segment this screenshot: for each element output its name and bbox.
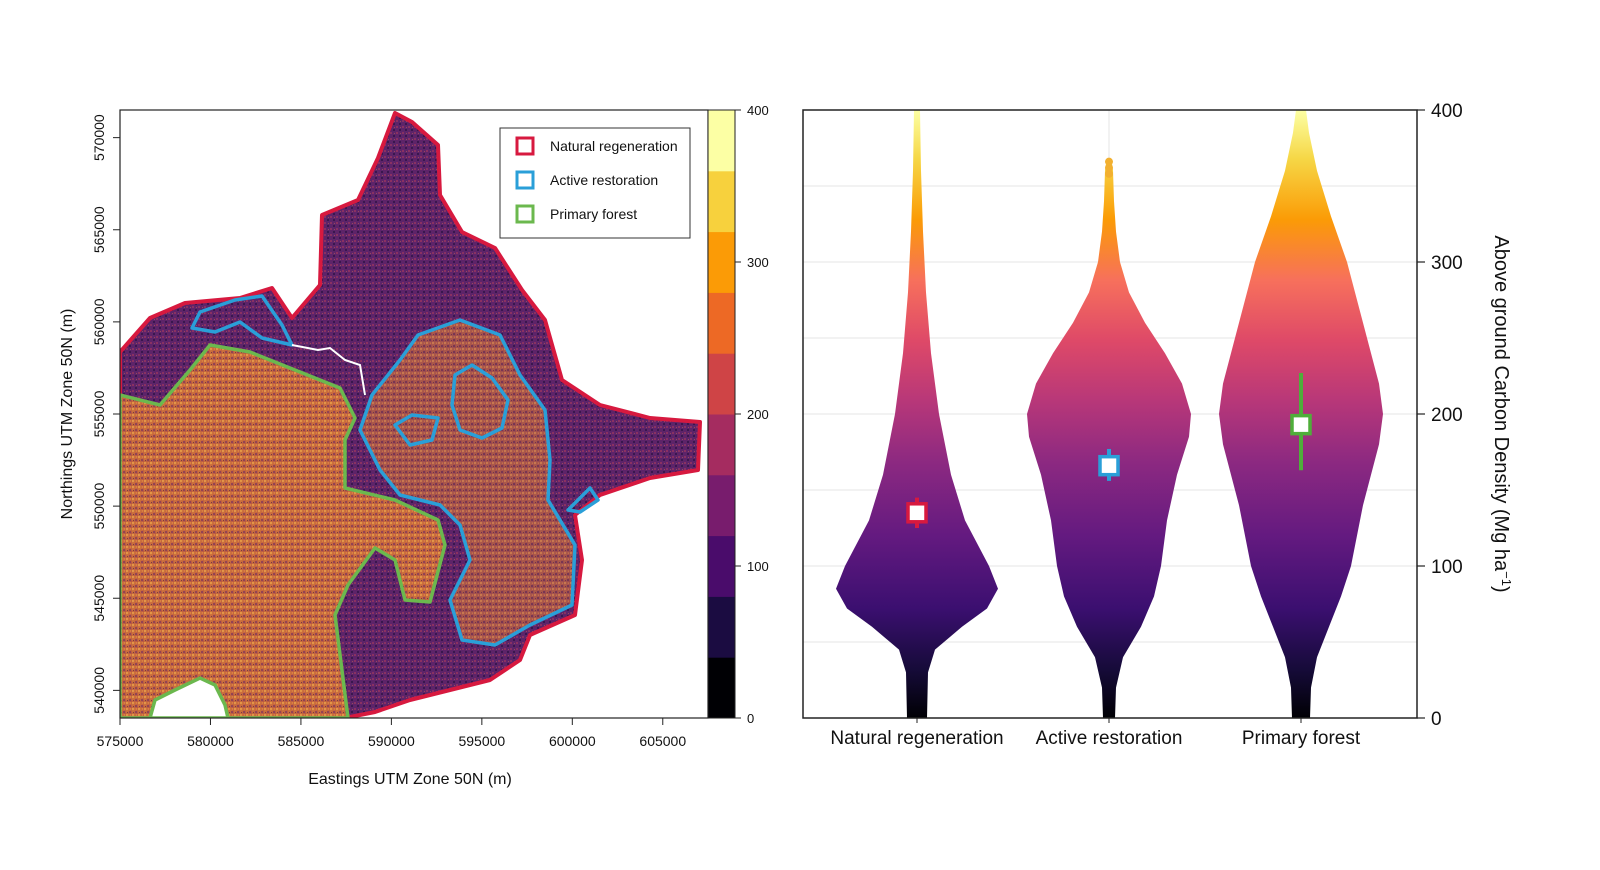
active-restoration-region bbox=[393, 413, 440, 447]
violin-y-axis-label: Above ground Carbon Density (Mg ha−1) bbox=[1490, 235, 1515, 592]
violin-y-tick-label: 100 bbox=[1431, 557, 1463, 578]
colorbar-segment bbox=[708, 110, 735, 172]
map-x-tick-label: 605000 bbox=[639, 733, 686, 749]
map-y-tick-label: 545000 bbox=[91, 575, 107, 622]
violin-panel: Natural regeneration Active restoration Pr… bbox=[802, 101, 1515, 749]
colorbar-segment bbox=[708, 292, 735, 354]
map-y-tick-label: 550000 bbox=[91, 483, 107, 530]
map-y-axis: 540000 545000 550000 555000 560000 565000 5700… bbox=[91, 114, 120, 714]
violin-x-tick-label: Natural regeneration bbox=[830, 728, 1003, 749]
colorbar: 0 100 200 300 400 bbox=[707, 103, 769, 726]
violin-2 bbox=[1027, 163, 1191, 718]
map-legend: Natural regeneration Active restoration Pr… bbox=[499, 127, 691, 239]
violin-y-tick-label: 300 bbox=[1431, 253, 1463, 274]
legend-label: Active restoration bbox=[550, 172, 658, 188]
colorbar-segment bbox=[708, 231, 735, 293]
active-restoration-region bbox=[190, 294, 294, 347]
primary-forest-gap bbox=[148, 676, 230, 718]
map-y-tick-label: 565000 bbox=[91, 206, 107, 253]
river-line bbox=[291, 344, 366, 396]
map-x-tick-label: 585000 bbox=[278, 733, 325, 749]
violin-x-tick-label: Active restoration bbox=[1036, 728, 1183, 749]
violin-x-axis: Natural regeneration Active restoration Pr… bbox=[830, 718, 1361, 749]
violin-outlier-point bbox=[1105, 169, 1113, 178]
legend-swatch bbox=[515, 170, 535, 190]
legend-swatch bbox=[515, 204, 535, 224]
legend-label: Natural regeneration bbox=[550, 138, 678, 154]
map-y-axis-label: Northings UTM Zone 50N (m) bbox=[59, 309, 76, 520]
violin-y-tick-label: 400 bbox=[1431, 101, 1463, 122]
active-restoration-region bbox=[450, 363, 510, 440]
legend-label: Primary forest bbox=[550, 206, 637, 222]
active-restoration-region bbox=[358, 318, 577, 647]
violins bbox=[836, 110, 1383, 718]
colorbar-segment bbox=[708, 170, 735, 233]
colorbar-segment bbox=[708, 657, 735, 719]
active-restoration-region bbox=[566, 486, 600, 514]
colorbar-tick-label: 300 bbox=[747, 255, 769, 270]
colorbar-tick-label: 200 bbox=[747, 407, 769, 422]
violin-y-tick-label: 0 bbox=[1431, 709, 1442, 730]
violin-median-marker bbox=[906, 502, 928, 524]
map-x-axis: 575000 580000 585000 590000 595000 600000 6050… bbox=[97, 718, 686, 749]
colorbar-segment bbox=[708, 474, 735, 537]
unit-superscript: −1 bbox=[1500, 571, 1515, 586]
primary-forest-region bbox=[120, 343, 447, 718]
map-x-tick-label: 580000 bbox=[187, 733, 234, 749]
violin-median-marker bbox=[1098, 454, 1120, 477]
map-y-tick-label: 570000 bbox=[91, 114, 107, 161]
violin-outlier-point bbox=[1105, 163, 1113, 172]
colorbar-segment bbox=[708, 535, 735, 597]
map-panel: 575000 580000 585000 590000 595000 600000 6050… bbox=[59, 103, 769, 788]
violin-median-marker bbox=[1290, 413, 1312, 436]
colorbar-tick-label: 100 bbox=[747, 559, 769, 574]
biomass-map bbox=[120, 111, 702, 718]
map-y-tick-label: 540000 bbox=[91, 667, 107, 714]
map-x-tick-label: 600000 bbox=[549, 733, 596, 749]
colorbar-segment bbox=[708, 414, 735, 476]
violin-y-axis: 0 100 200 300 400 bbox=[1417, 101, 1463, 730]
map-x-tick-label: 590000 bbox=[368, 733, 415, 749]
colorbar-tick-label: 400 bbox=[747, 103, 769, 118]
colorbar-segment bbox=[708, 596, 735, 658]
colorbar-tick-label: 0 bbox=[747, 711, 754, 726]
violin-1 bbox=[836, 110, 998, 718]
map-y-tick-label: 560000 bbox=[91, 298, 107, 345]
legend-swatch bbox=[515, 136, 535, 156]
violin-outlier-point bbox=[1105, 157, 1113, 166]
colorbar-segment bbox=[708, 353, 735, 415]
map-x-tick-label: 575000 bbox=[97, 733, 144, 749]
violin-x-tick-label: Primary forest bbox=[1242, 728, 1361, 749]
map-x-tick-label: 595000 bbox=[458, 733, 505, 749]
map-y-tick-label: 555000 bbox=[91, 390, 107, 437]
map-x-axis-label: Eastings UTM Zone 50N (m) bbox=[308, 771, 512, 788]
violin-y-tick-label: 200 bbox=[1431, 405, 1463, 426]
